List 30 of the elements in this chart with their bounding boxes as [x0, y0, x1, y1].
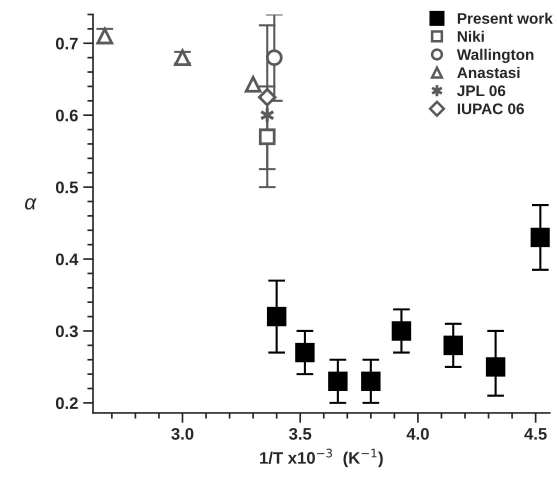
- y-tick-label: 0.3: [56, 325, 78, 338]
- x-tick-label: 4.0: [406, 428, 429, 440]
- legend-label: IUPAC 06: [458, 103, 524, 114]
- legend-label: Present work: [458, 12, 553, 24]
- legend-label: Wallington: [456, 48, 534, 64]
- y-tick-label: 0.5: [56, 182, 78, 194]
- legend-label: JPL 06: [457, 85, 506, 96]
- point: [258, 88, 276, 106]
- point: [258, 128, 276, 146]
- x-axis-title: 1/T x10$^{−3}$ (K$^{−1}$): [260, 448, 383, 468]
- legend-label: Anastasi: [457, 66, 520, 78]
- legend-label: Niki: [458, 30, 484, 42]
- point: [530, 228, 550, 248]
- x-tick-label: 3.5: [289, 428, 312, 440]
- x-tick-label: 3.0: [171, 428, 194, 440]
- point: [361, 372, 381, 392]
- y-tick-label: 0.4: [56, 253, 78, 266]
- point: [244, 76, 262, 93]
- point: [266, 306, 286, 326]
- x-tick-label: 4.5: [524, 428, 547, 440]
- point: [328, 372, 348, 392]
- y-axis-title: α: [25, 198, 37, 210]
- y-tick-label: 0.2: [56, 397, 78, 410]
- point: [486, 357, 506, 377]
- y-tick-label: 0.6: [56, 110, 78, 122]
- y-tick-label: 0.7: [56, 38, 78, 50]
- point: [444, 336, 463, 356]
- point: [392, 321, 412, 341]
- point: [295, 342, 315, 362]
- point: [266, 49, 283, 66]
